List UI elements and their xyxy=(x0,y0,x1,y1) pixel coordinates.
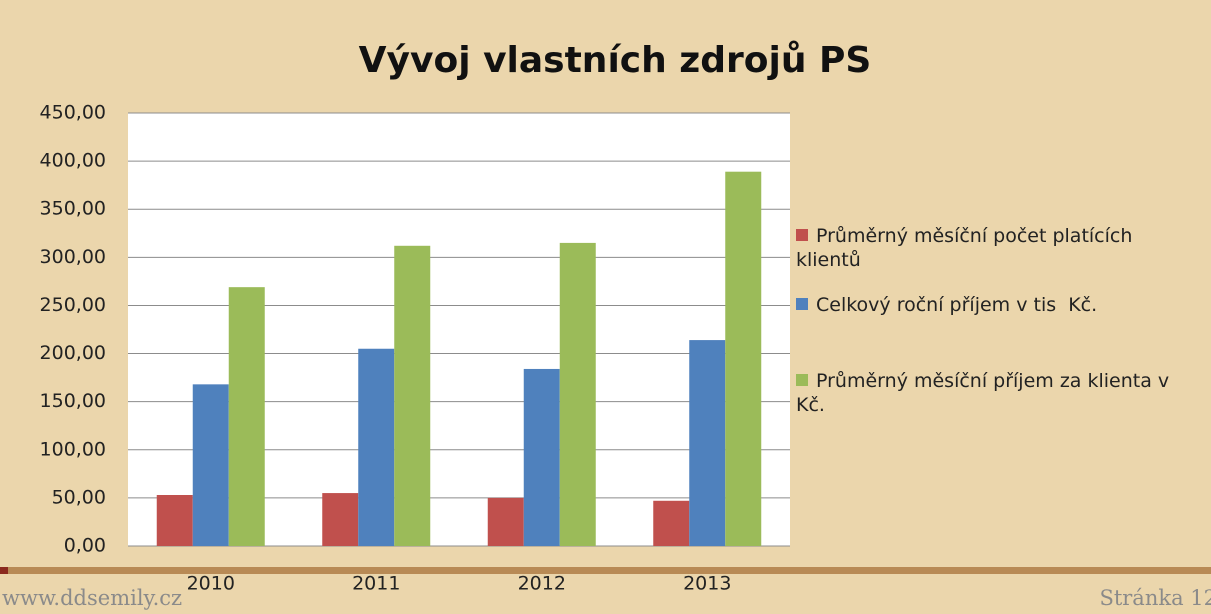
bar xyxy=(725,171,762,546)
bar xyxy=(322,493,359,546)
bar xyxy=(358,348,395,546)
y-tick-label: 200,00 xyxy=(40,342,106,364)
bar xyxy=(689,340,726,546)
bar xyxy=(192,384,229,546)
x-tick-label: 2011 xyxy=(352,573,400,595)
y-tick-label: 250,00 xyxy=(40,294,106,316)
legend-swatch xyxy=(796,298,808,310)
x-tick-label: 2013 xyxy=(683,573,731,595)
y-tick-label: 100,00 xyxy=(40,438,106,460)
y-tick-label: 150,00 xyxy=(40,390,106,412)
footer-rule xyxy=(0,567,1211,574)
bar xyxy=(523,368,560,546)
bar xyxy=(228,287,265,546)
legend-label: Průměrný měsíční počet platících klientů xyxy=(796,225,1139,271)
legend-item: Celkový roční příjem v tis Kč. xyxy=(796,293,1196,317)
bar xyxy=(487,497,524,546)
y-tick-label: 50,00 xyxy=(52,486,106,508)
footer-left: www.ddsemily.cz xyxy=(2,586,183,610)
y-tick-label: 400,00 xyxy=(40,150,106,172)
x-tick-label: 2012 xyxy=(518,573,566,595)
legend-swatch xyxy=(796,374,808,386)
bar xyxy=(559,242,596,546)
legend-swatch xyxy=(796,229,808,241)
chart-title: Vývoj vlastních zdrojů PS xyxy=(359,40,872,81)
x-tick-label: 2010 xyxy=(187,573,235,595)
bar xyxy=(394,245,431,546)
footer-mark xyxy=(0,567,8,574)
bar xyxy=(653,500,690,546)
legend-item: Průměrný měsíční počet platících klientů xyxy=(796,224,1196,272)
legend-item: Průměrný měsíční příjem za klienta v Kč. xyxy=(796,369,1196,417)
bar xyxy=(156,495,193,546)
y-tick-label: 450,00 xyxy=(40,102,106,124)
footer-right: Stránka 12 xyxy=(1099,586,1211,610)
y-tick-label: 300,00 xyxy=(40,246,106,268)
legend-label: Průměrný měsíční příjem za klienta v Kč. xyxy=(796,370,1176,416)
y-tick-label: 350,00 xyxy=(40,198,106,220)
legend-label: Celkový roční příjem v tis Kč. xyxy=(816,294,1098,316)
y-tick-label: 0,00 xyxy=(64,535,106,557)
